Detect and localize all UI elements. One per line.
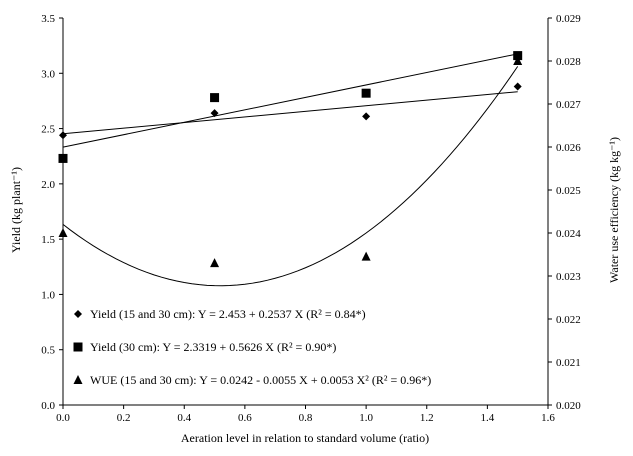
y2-tick-label: 0.029 <box>556 13 581 25</box>
x-tick-label: 1.4 <box>481 412 495 424</box>
x-tick-label: 0.2 <box>117 412 131 424</box>
data-point-series-1 <box>59 131 67 140</box>
y2-tick-label: 0.028 <box>556 56 581 68</box>
y-tick-label: 3.0 <box>41 68 55 80</box>
y2-tick-label: 0.025 <box>556 185 581 197</box>
legend-entry-series-3: WUE (15 and 30 cm): Y = 0.0242 - 0.0055 … <box>90 373 431 387</box>
data-point-series-2 <box>513 51 523 61</box>
data-points <box>58 51 523 268</box>
y2-tick-label: 0.023 <box>556 271 581 283</box>
data-point-series-3 <box>361 251 371 261</box>
y2-tick-label: 0.020 <box>556 400 581 412</box>
x-tick-label: 1.6 <box>541 412 555 424</box>
data-point-series-3 <box>58 228 68 237</box>
x-tick-label: 0.6 <box>238 412 252 424</box>
y-tick-label: 1.5 <box>41 234 55 246</box>
x-axis-title: Aeration level in relation to standard v… <box>181 431 429 445</box>
legend-marker-series-3 <box>73 375 83 384</box>
axes: 0.0 0.2 0.4 0.6 0.8 1.0 1.2 1.4 1.6 0.0 0.5 1.0 1.5 2… <box>41 13 581 424</box>
fit-line-series-2 <box>62 53 518 148</box>
fit-line-series-3 <box>62 66 519 287</box>
data-point-series-3 <box>210 258 220 268</box>
y2-tick-label: 0.027 <box>556 99 581 111</box>
x-tick-label: 1.2 <box>420 412 434 424</box>
fit-line-series-1 <box>62 91 518 135</box>
y-tick-label: 2.0 <box>41 179 55 191</box>
y-tick-label: 0.5 <box>41 345 55 357</box>
y2-tick-label: 0.022 <box>556 314 581 326</box>
x-tick-label: 0.8 <box>299 412 313 424</box>
data-point-series-3 <box>513 56 523 65</box>
legend: Yield (15 and 30 cm): Y = 2.453 + 0.2537… <box>73 307 431 387</box>
y2-tick-label: 0.024 <box>556 228 581 240</box>
y-tick-label: 0.0 <box>41 400 55 412</box>
y-tick-label: 3.5 <box>41 13 55 25</box>
y-tick-label: 2.5 <box>41 124 55 136</box>
x-tick-label: 0.4 <box>177 412 191 424</box>
x-tick-label: 0.0 <box>56 412 70 424</box>
data-point-series-2 <box>361 88 371 98</box>
data-point-series-1 <box>513 82 522 91</box>
y-axis-title: Yield (kg plant⁻¹) <box>9 167 23 253</box>
data-point-series-1 <box>210 109 219 118</box>
data-point-series-1 <box>362 112 371 121</box>
x-tick-label: 1.0 <box>359 412 373 424</box>
y2-axis-title: Water use efficiency (kg kg⁻¹) <box>607 137 621 283</box>
data-point-series-2 <box>210 93 220 103</box>
y2-tick-label: 0.021 <box>556 357 581 369</box>
legend-marker-series-1 <box>74 310 82 318</box>
y2-tick-label: 0.026 <box>556 142 581 154</box>
legend-entry-series-2: Yield (30 cm): Y = 2.3319 + 0.5626 X (R²… <box>90 340 336 354</box>
legend-marker-series-2 <box>73 342 83 352</box>
legend-entry-series-1: Yield (15 and 30 cm): Y = 2.453 + 0.2537… <box>90 307 366 321</box>
fit-lines <box>62 53 519 287</box>
y-tick-label: 1.0 <box>41 289 55 301</box>
data-point-series-2 <box>58 153 68 163</box>
